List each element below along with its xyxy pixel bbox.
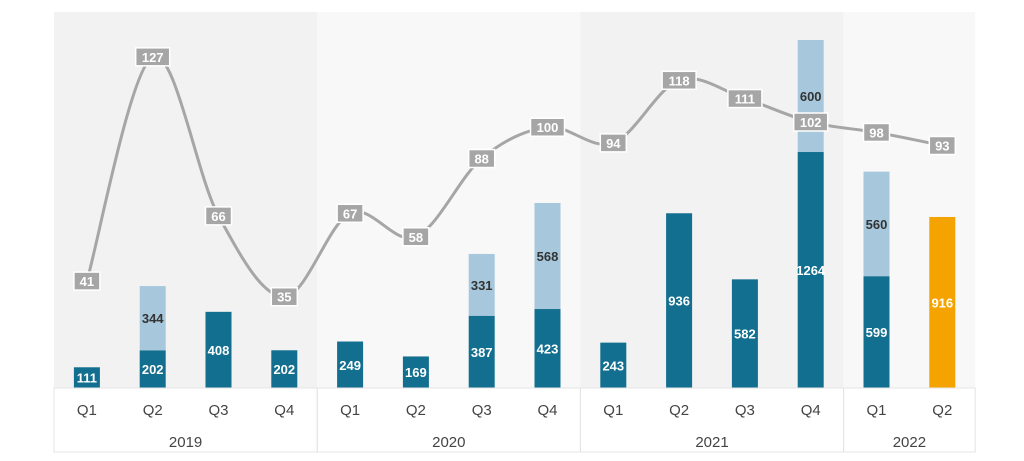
line-point-box <box>599 133 628 153</box>
bar-segment <box>139 350 166 388</box>
line-point-label: 93 <box>935 138 949 153</box>
line-point-box <box>467 148 496 169</box>
tick-label: Q1 <box>77 402 97 419</box>
tick-label: Q4 <box>801 402 821 419</box>
line-point-box <box>862 122 891 143</box>
line-path <box>85 54 943 299</box>
tick-label: Q3 <box>208 402 228 419</box>
line-point-box <box>336 203 364 224</box>
background-bands <box>54 12 976 388</box>
bar-segment <box>402 356 429 388</box>
band-2019 <box>54 12 318 388</box>
line-point-label: 111 <box>735 92 755 107</box>
tick-label: Q2 <box>143 402 163 419</box>
bar-label: 423 <box>537 342 559 357</box>
bar-segment <box>666 213 693 388</box>
bar-segment <box>534 309 561 388</box>
bar-label: 936 <box>668 294 690 309</box>
bar-segment <box>929 216 956 388</box>
line-point-label: 88 <box>474 152 488 167</box>
bar-segment <box>600 342 627 388</box>
bar-label: 1264 <box>796 263 826 278</box>
line-point-label: 102 <box>800 115 822 130</box>
line-point-box <box>928 135 957 156</box>
line-point-box <box>204 206 233 226</box>
bar-label: 202 <box>142 362 164 377</box>
line-point-box <box>727 88 763 109</box>
line-point-box <box>529 117 566 137</box>
line-point-label: 98 <box>869 125 883 140</box>
bar-label: 582 <box>734 327 756 342</box>
tick-label: Q2 <box>406 402 426 419</box>
line-point-label: 35 <box>277 290 291 305</box>
bar-label: 169 <box>405 365 427 380</box>
tick-label: Q1 <box>866 402 886 419</box>
year-label-2021: 2021 <box>695 434 728 451</box>
bar-segment-stacked <box>468 253 495 316</box>
line-point-label: 118 <box>669 73 690 88</box>
bar-label-stacked: 560 <box>866 217 888 232</box>
bar-label: 408 <box>208 343 230 358</box>
line-point-label: 67 <box>343 206 357 221</box>
line-point-label: 100 <box>537 120 559 135</box>
tick-label: Q4 <box>274 402 294 419</box>
tick-label: Q2 <box>669 402 689 419</box>
bar-label: 243 <box>602 358 624 373</box>
bar-segment <box>205 311 232 388</box>
bar-segment-stacked <box>534 202 561 310</box>
x-axis: 2019 Q1 Q2 Q3 Q4 2020 Q1 Q2 Q3 Q4 2021 Q1 Q2 Q3 Q4 2022… <box>53 387 976 453</box>
bar-segment <box>73 367 100 388</box>
line-point-label: 94 <box>606 136 621 151</box>
tick-label: Q4 <box>537 402 557 419</box>
bar-label-stacked: 344 <box>142 311 164 326</box>
bar-segment <box>797 152 824 388</box>
bar-segment-stacked <box>863 171 890 277</box>
line-point-label: 127 <box>142 50 164 65</box>
bar-segment <box>863 276 890 388</box>
year-label-2022: 2022 <box>893 434 926 451</box>
line-point-box <box>270 286 299 307</box>
year-label-2020: 2020 <box>432 434 465 451</box>
bar-label-stacked: 600 <box>800 89 822 104</box>
line-point-box <box>73 271 101 291</box>
bar-segment <box>468 315 495 388</box>
bar-label: 202 <box>273 362 295 377</box>
bar-label-stacked: 331 <box>471 278 493 293</box>
tick-label: Q1 <box>340 402 360 419</box>
line-point-label: 58 <box>409 230 423 245</box>
bar-label: 916 <box>931 295 953 310</box>
line-point-box <box>792 112 829 132</box>
tick-label: Q1 <box>603 402 623 419</box>
bar-label-stacked: 568 <box>537 249 559 264</box>
tick-label: Q3 <box>472 402 492 419</box>
data-labels: 111 202 344 408 202 249 169 387 331 423 568 243 936 5… <box>73 47 957 386</box>
tick-label: Q2 <box>932 402 952 419</box>
bar-label: 111 <box>77 371 97 386</box>
bar-segment-stacked <box>139 286 166 351</box>
line-point-box <box>661 70 697 91</box>
bar-segment <box>337 341 364 388</box>
bar-label: 599 <box>866 325 888 340</box>
line-point-box <box>402 227 430 247</box>
line-point-label: 66 <box>211 209 225 224</box>
bar-segment-stacked <box>797 40 824 153</box>
band-2022 <box>843 12 976 388</box>
bar-segment <box>271 350 298 388</box>
line-point-label: 41 <box>80 274 94 289</box>
year-label-2019: 2019 <box>169 434 202 451</box>
line-series <box>85 54 943 299</box>
bar-label: 387 <box>471 345 493 360</box>
line-point-box <box>134 47 171 67</box>
bar-segment <box>731 279 758 388</box>
tick-label: Q3 <box>735 402 755 419</box>
bar-label: 249 <box>339 358 361 373</box>
bars <box>73 40 956 388</box>
